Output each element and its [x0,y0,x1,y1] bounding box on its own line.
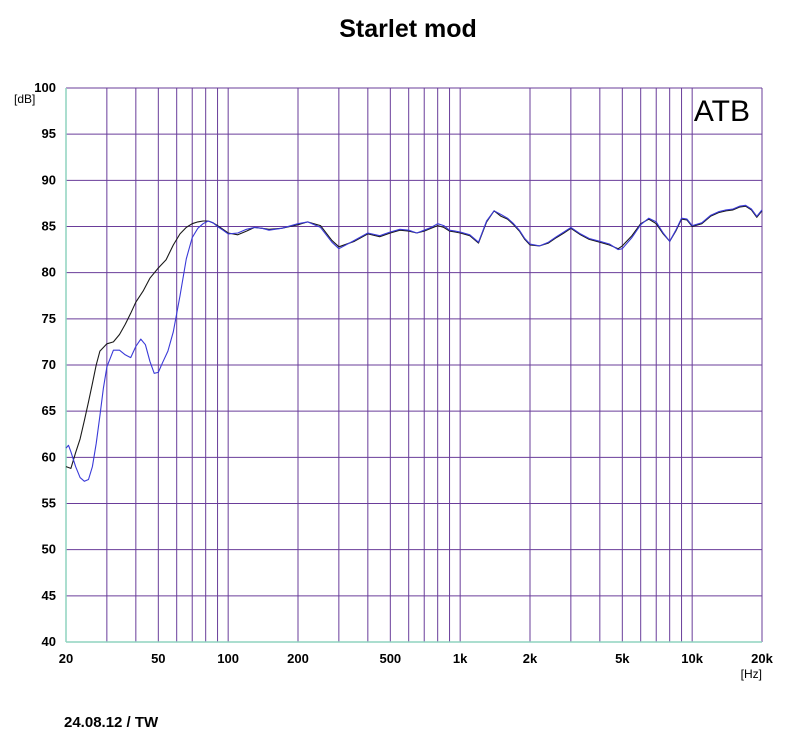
y-tick-label: 60 [42,449,56,464]
x-tick-labels: 20 50 100 200 500 1k 2k 5k 10k 20k [59,651,774,666]
y-tick-label: 70 [42,357,56,372]
y-tick-label: 95 [42,126,56,141]
y-tick-label: 50 [42,542,56,557]
series-group [65,204,763,482]
x-axis-unit: [Hz] [741,667,762,681]
y-tick-label: 80 [42,265,56,280]
x-tick-label: 50 [151,651,165,666]
horizontal-grid [66,87,762,597]
series-line-blue [65,204,763,482]
x-tick-label: 20 [59,651,73,666]
chart-footer: 24.08.12 / TW [64,714,159,731]
y-tick-label: 85 [42,219,56,234]
x-tick-label: 5k [615,651,630,666]
y-tick-label: 100 [34,80,56,95]
chart-annotation: ATB [694,95,750,128]
y-tick-label: 90 [42,172,56,187]
y-tick-label: 55 [42,496,56,511]
y-tick-label: 40 [42,634,56,649]
y-axis-unit: [dB] [14,92,35,106]
y-tick-labels: 40 45 50 55 60 65 70 75 80 85 90 95 100 [34,80,56,649]
x-tick-label: 20k [751,651,773,666]
x-tick-label: 200 [287,651,309,666]
y-tick-label: 65 [42,403,56,418]
x-tick-label: 10k [681,651,703,666]
y-tick-label: 45 [42,588,56,603]
x-tick-label: 100 [217,651,239,666]
series-line-black [65,205,763,469]
x-tick-label: 500 [379,651,401,666]
plot-axes [65,88,762,643]
chart-title: Starlet mod [339,15,477,43]
x-tick-label: 2k [523,651,538,666]
x-tick-label: 1k [453,651,468,666]
y-tick-label: 75 [42,311,56,326]
